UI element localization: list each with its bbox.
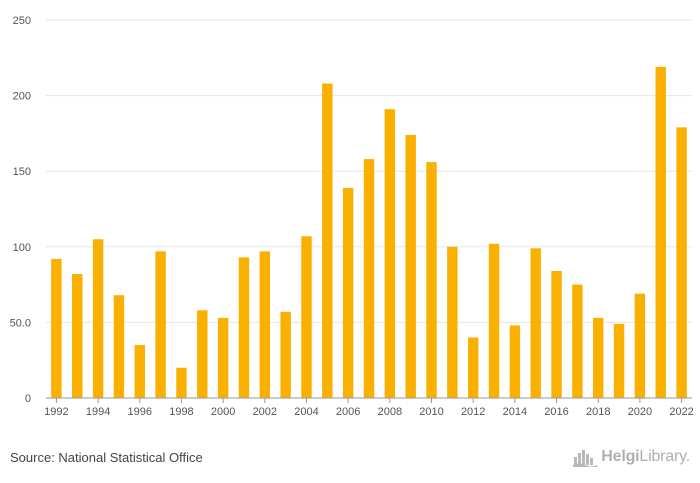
brand-name-light: Library. [639,448,690,465]
x-tick-label: 2014 [503,406,527,418]
bar [259,251,271,398]
y-tick-label: 200 [13,91,31,103]
x-tick-label: 2020 [628,406,652,418]
bar [92,239,104,398]
x-tick-label: 1996 [128,406,152,418]
x-tick-label: 1998 [169,406,193,418]
x-tick-label: 2016 [544,406,568,418]
y-tick-label: 50.0 [10,317,31,329]
bar [113,295,125,398]
bar [176,367,187,398]
x-tick-label: 2002 [253,406,277,418]
y-tick-label: 150 [13,166,31,178]
bar [426,162,437,398]
bar [488,243,500,398]
bar [384,109,396,398]
y-tick-label: 250 [13,15,31,27]
y-tick-label: 0 [25,393,31,405]
bar [238,257,250,398]
bar [134,345,145,398]
bar [676,127,687,399]
city-skyline-icon [573,450,598,467]
y-tick-label: 100 [13,242,31,254]
x-tick-label: 2006 [336,406,360,418]
x-tick-label: 2012 [461,406,485,418]
x-tick-label: 2022 [669,406,693,418]
x-tick-label: 1994 [86,406,110,418]
x-tick-label: 2010 [419,406,443,418]
source-note: Source: National Statistical Office [10,450,203,465]
bar [301,236,312,398]
bar [280,311,291,398]
brand-name: HelgiLibrary. [601,448,690,466]
x-tick-label: 2004 [294,406,318,418]
x-tick-label: 2008 [378,406,402,418]
bar [655,66,666,398]
bar [322,83,333,398]
bar [405,134,416,399]
brand-name-bold: Helgi [601,448,640,465]
bar [593,317,604,398]
brand-logo: HelgiLibrary. [573,447,690,467]
bar [363,159,375,398]
x-tick-label: 2018 [586,406,610,418]
bar [551,270,562,398]
bar [72,274,83,398]
bar [217,317,229,398]
x-tick-label: 2000 [211,406,235,418]
bar [572,284,583,398]
bars-layer [51,66,687,399]
y-axis-tick-labels: 0 50.0 100 150 200 250 [10,15,31,405]
bar [342,187,354,398]
bar [467,337,479,398]
x-tick-label: 1992 [44,406,68,418]
bar [634,293,646,398]
bar [613,323,625,398]
bar [530,248,541,398]
bar [509,325,521,398]
x-axis-tick-labels: 1992 1994 1996 1998 2000 2002 2004 2006 2008 2010… [44,398,694,418]
bar [51,258,62,398]
bar [197,310,208,398]
bar-chart: 0 50.0 100 150 200 250 1992 1994 1996 1998 2000 20… [10,15,694,418]
bar [447,246,458,398]
bar [155,251,166,398]
